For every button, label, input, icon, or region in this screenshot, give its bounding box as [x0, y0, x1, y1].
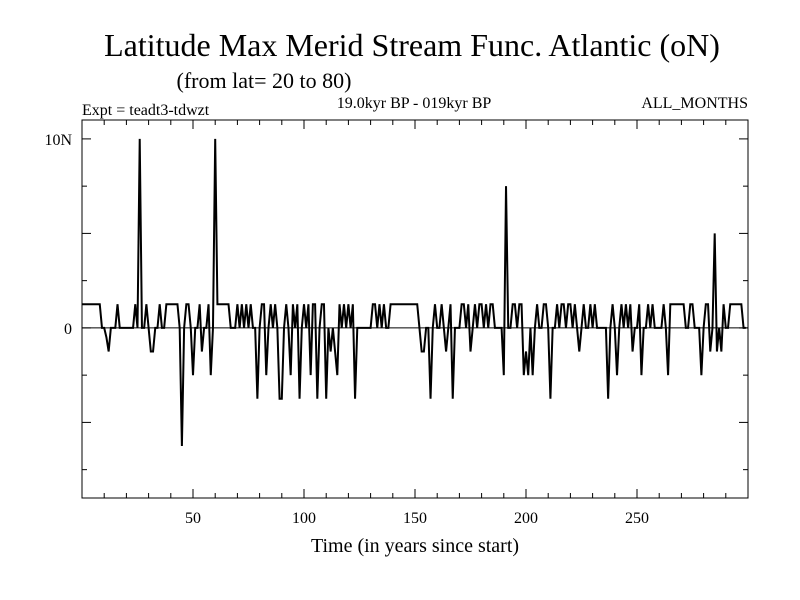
x-tick-label: 200 [514, 510, 538, 527]
x-tick-label: 150 [403, 510, 427, 527]
x-tick-label: 250 [625, 510, 649, 527]
experiment-label: Expt = teadt3-tdwzt [82, 102, 210, 119]
x-axis-label: Time (in years since start) [311, 535, 519, 557]
period-label: 19.0kyr BP - 019kyr BP [337, 95, 492, 112]
axis-ticks [82, 120, 748, 498]
y-tick-labels: 0 10N [44, 132, 72, 338]
chart-title: Latitude Max Merid Stream Func. Atlantic… [104, 27, 720, 63]
x-tick-label: 100 [292, 510, 316, 527]
months-label: ALL_MONTHS [641, 95, 748, 112]
x-tick-label: 50 [185, 510, 201, 527]
y-tick-label: 10N [44, 132, 72, 149]
x-tick-labels: 50 100 150 200 250 [185, 510, 649, 527]
chart-subtitle: (from lat= 20 to 80) [177, 68, 352, 93]
series-line [82, 138, 746, 447]
y-tick-label: 0 [64, 321, 72, 338]
